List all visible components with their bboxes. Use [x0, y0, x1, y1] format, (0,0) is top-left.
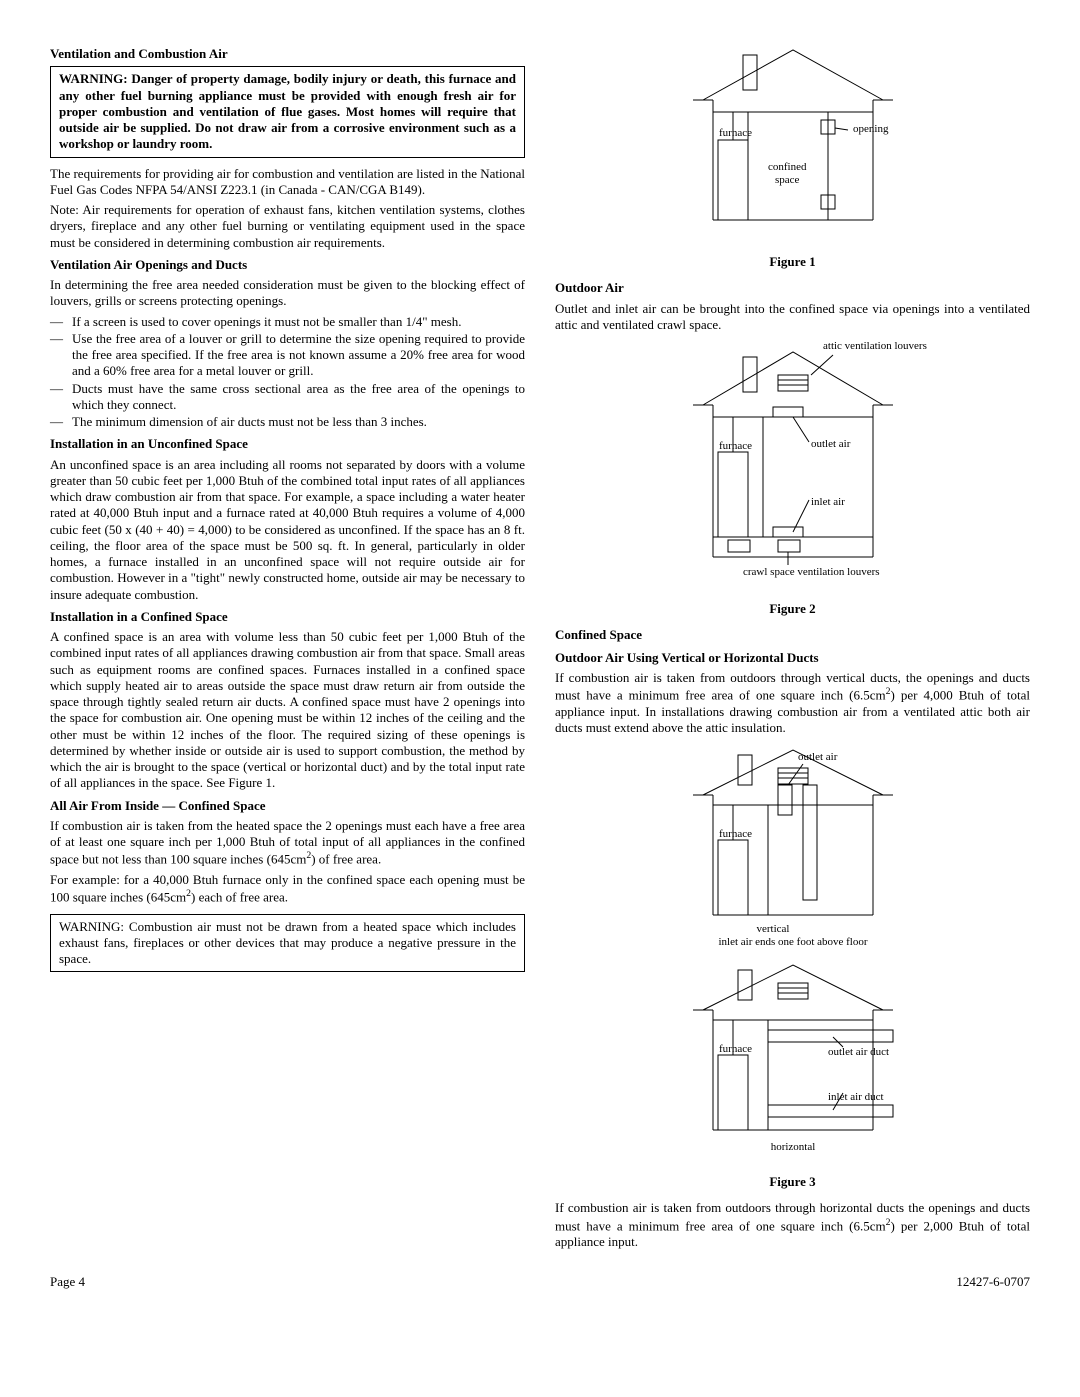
fig2-label-attic: attic ventilation louvers: [823, 340, 927, 352]
fig3-label-inlet-ends: inlet air ends one foot above floor: [718, 936, 867, 948]
figure-1-caption: Figure 1: [555, 254, 1030, 270]
fig1-label-opening: opening: [853, 123, 889, 135]
openings-list: —If a screen is used to cover openings i…: [50, 314, 525, 431]
heading-allair: All Air From Inside — Confined Space: [50, 798, 525, 814]
para-note: Note: Air requirements for operation of …: [50, 202, 525, 251]
heading-openings: Ventilation Air Openings and Ducts: [50, 257, 525, 273]
left-column: Ventilation and Combustion Air WARNING: …: [50, 40, 525, 1254]
list-item: —Use the free area of a louver or grill …: [50, 331, 525, 380]
warning-box-2: WARNING: Combustion air must not be draw…: [50, 914, 525, 973]
para-allair1: If combustion air is taken from the heat…: [50, 818, 525, 868]
fig1-label-confined: confined: [768, 161, 807, 173]
list-item: —If a screen is used to cover openings i…: [50, 314, 525, 330]
heading-confined: Installation in a Confined Space: [50, 609, 525, 625]
figure-3-svg: outlet air furnace vertical inlet air en…: [633, 740, 953, 1170]
para-confined: A confined space is an area with volume …: [50, 629, 525, 792]
fig2-label-furnace: furnace: [719, 440, 752, 452]
para-horiz: If combustion air is taken from outdoors…: [555, 1200, 1030, 1250]
fig1-label-space: space: [775, 174, 800, 186]
fig3-label-outlet-duct: outlet air duct: [828, 1046, 889, 1058]
para-openings: In determining the free area needed cons…: [50, 277, 525, 310]
para-requirements: The requirements for providing air for c…: [50, 166, 525, 199]
fig3-label-furnace: furnace: [719, 828, 752, 840]
para-outdoor: Outlet and inlet air can be brought into…: [555, 301, 1030, 334]
fig2-label-crawl: crawl space ventilation louvers: [743, 566, 880, 578]
fig3-label-horizontal: horizontal: [770, 1141, 815, 1153]
figure-1-svg: furnace opening confined space: [643, 40, 943, 250]
fig2-label-inlet: inlet air: [811, 496, 845, 508]
fig2-label-outlet: outlet air: [811, 438, 851, 450]
list-item: —Ducts must have the same cross sectiona…: [50, 381, 525, 414]
list-item: —The minimum dimension of air ducts must…: [50, 414, 525, 430]
fig3-label-outlet: outlet air: [798, 751, 838, 763]
right-column: furnace opening confined space Figure 1 …: [555, 40, 1030, 1254]
heading-confined-space: Confined Space: [555, 627, 1030, 643]
para-allair2: For example: for a 40,000 Btuh furnace o…: [50, 872, 525, 906]
footer-docnum: 12427-6-0707: [956, 1274, 1030, 1290]
para-vert: If combustion air is taken from outdoors…: [555, 670, 1030, 736]
heading-outdoor-vert: Outdoor Air Using Vertical or Horizontal…: [555, 650, 1030, 666]
page-footer: Page 4 12427-6-0707: [50, 1274, 1030, 1290]
footer-page: Page 4: [50, 1274, 85, 1290]
fig3-label-furnace2: furnace: [719, 1043, 752, 1055]
fig3-label-vertical: vertical: [756, 923, 789, 935]
fig1-label-furnace: furnace: [719, 127, 752, 139]
para-unconfined: An unconfined space is an area including…: [50, 457, 525, 603]
figure-2-caption: Figure 2: [555, 601, 1030, 617]
warning-box-main: WARNING: Danger of property damage, bodi…: [50, 66, 525, 157]
fig3-label-inlet-duct: inlet air duct: [828, 1091, 884, 1103]
heading-unconfined: Installation in an Unconfined Space: [50, 436, 525, 452]
heading-ventilation: Ventilation and Combustion Air: [50, 46, 525, 62]
figure-2-svg: attic ventilation louvers furnace outlet…: [633, 337, 953, 597]
figure-3-caption: Figure 3: [555, 1174, 1030, 1190]
heading-outdoor-air: Outdoor Air: [555, 280, 1030, 296]
